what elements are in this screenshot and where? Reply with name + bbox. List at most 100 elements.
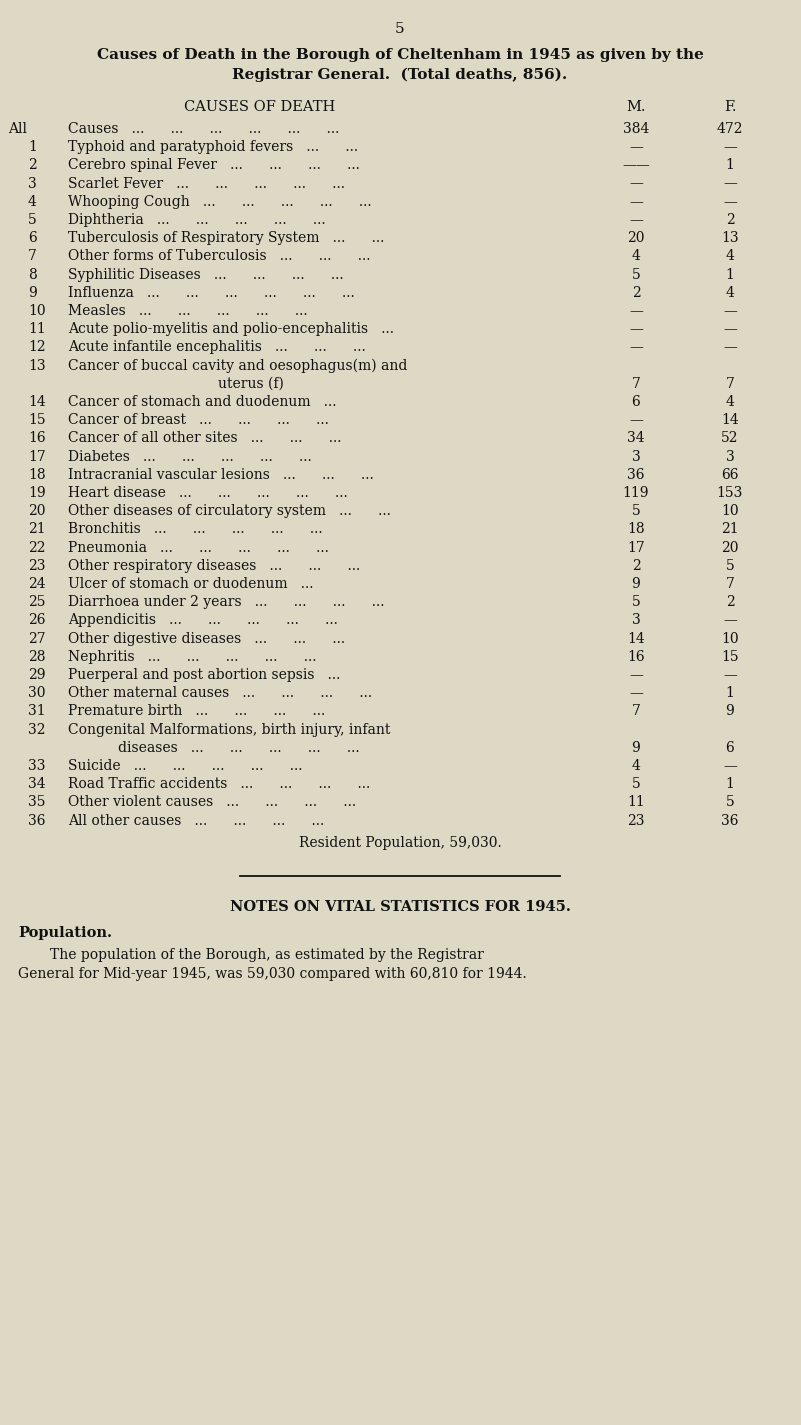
Text: ——: ——: [622, 158, 650, 172]
Text: 153: 153: [717, 486, 743, 500]
Text: M.: M.: [626, 100, 646, 114]
Text: 5: 5: [632, 777, 640, 791]
Text: Other violent causes   ...      ...      ...      ...: Other violent causes ... ... ... ...: [68, 795, 356, 809]
Text: 11: 11: [627, 795, 645, 809]
Text: 384: 384: [623, 123, 649, 135]
Text: 6: 6: [28, 231, 37, 245]
Text: —: —: [723, 668, 737, 683]
Text: Cancer of stomach and duodenum   ...: Cancer of stomach and duodenum ...: [68, 395, 336, 409]
Text: 25: 25: [28, 596, 46, 610]
Text: Syphilitic Diseases   ...      ...      ...      ...: Syphilitic Diseases ... ... ... ...: [68, 268, 344, 282]
Text: —: —: [723, 304, 737, 318]
Text: —: —: [629, 413, 643, 427]
Text: Cancer of breast   ...      ...      ...      ...: Cancer of breast ... ... ... ...: [68, 413, 329, 427]
Text: 2: 2: [28, 158, 37, 172]
Text: 20: 20: [28, 504, 46, 519]
Text: 32: 32: [28, 722, 46, 737]
Text: 16: 16: [627, 650, 645, 664]
Text: 31: 31: [28, 704, 46, 718]
Text: 20: 20: [627, 231, 645, 245]
Text: F.: F.: [724, 100, 736, 114]
Text: 27: 27: [28, 631, 46, 646]
Text: Resident Population, 59,030.: Resident Population, 59,030.: [299, 836, 501, 849]
Text: —: —: [629, 195, 643, 209]
Text: 36: 36: [721, 814, 739, 828]
Text: —: —: [723, 760, 737, 772]
Text: 19: 19: [28, 486, 46, 500]
Text: 9: 9: [632, 741, 640, 755]
Text: 34: 34: [627, 432, 645, 446]
Text: 8: 8: [28, 268, 37, 282]
Text: CAUSES OF DEATH: CAUSES OF DEATH: [184, 100, 336, 114]
Text: Premature birth   ...      ...      ...      ...: Premature birth ... ... ... ...: [68, 704, 325, 718]
Text: 23: 23: [28, 559, 46, 573]
Text: —: —: [629, 140, 643, 154]
Text: Tuberculosis of Respiratory System   ...      ...: Tuberculosis of Respiratory System ... .…: [68, 231, 384, 245]
Text: Other respiratory diseases   ...      ...      ...: Other respiratory diseases ... ... ...: [68, 559, 360, 573]
Text: 12: 12: [28, 341, 46, 355]
Text: All other causes   ...      ...      ...      ...: All other causes ... ... ... ...: [68, 814, 324, 828]
Text: —: —: [629, 668, 643, 683]
Text: Other diseases of circulatory system   ...      ...: Other diseases of circulatory system ...…: [68, 504, 391, 519]
Text: Other digestive diseases   ...      ...      ...: Other digestive diseases ... ... ...: [68, 631, 345, 646]
Text: 1: 1: [726, 777, 735, 791]
Text: Acute infantile encephalitis   ...      ...      ...: Acute infantile encephalitis ... ... ...: [68, 341, 366, 355]
Text: Whooping Cough   ...      ...      ...      ...      ...: Whooping Cough ... ... ... ... ...: [68, 195, 372, 209]
Text: 4: 4: [631, 760, 641, 772]
Text: —: —: [723, 140, 737, 154]
Text: 2: 2: [632, 559, 640, 573]
Text: 24: 24: [28, 577, 46, 591]
Text: NOTES ON VITAL STATISTICS FOR 1945.: NOTES ON VITAL STATISTICS FOR 1945.: [230, 899, 570, 913]
Text: 34: 34: [28, 777, 46, 791]
Text: All: All: [8, 123, 27, 135]
Text: 18: 18: [627, 523, 645, 536]
Text: 11: 11: [28, 322, 46, 336]
Text: 5: 5: [726, 795, 735, 809]
Text: —: —: [723, 613, 737, 627]
Text: 4: 4: [631, 249, 641, 264]
Text: 472: 472: [717, 123, 743, 135]
Text: —: —: [629, 341, 643, 355]
Text: 5: 5: [726, 559, 735, 573]
Text: 23: 23: [627, 814, 645, 828]
Text: Intracranial vascular lesions   ...      ...      ...: Intracranial vascular lesions ... ... ..…: [68, 467, 374, 482]
Text: Influenza   ...      ...      ...      ...      ...      ...: Influenza ... ... ... ... ... ...: [68, 286, 355, 299]
Text: Cancer of buccal cavity and oesophagus(m) and: Cancer of buccal cavity and oesophagus(m…: [68, 359, 408, 373]
Text: —: —: [629, 177, 643, 191]
Text: Population.: Population.: [18, 926, 112, 940]
Text: 7: 7: [28, 249, 37, 264]
Text: 7: 7: [631, 704, 641, 718]
Text: 1: 1: [726, 268, 735, 282]
Text: 13: 13: [721, 231, 739, 245]
Text: Cerebro spinal Fever   ...      ...      ...      ...: Cerebro spinal Fever ... ... ... ...: [68, 158, 360, 172]
Text: 36: 36: [28, 814, 46, 828]
Text: 2: 2: [726, 212, 735, 227]
Text: Typhoid and paratyphoid fevers   ...      ...: Typhoid and paratyphoid fevers ... ...: [68, 140, 358, 154]
Text: —: —: [629, 212, 643, 227]
Text: 119: 119: [622, 486, 650, 500]
Text: Acute polio-myelitis and polio-encephalitis   ...: Acute polio-myelitis and polio-encephali…: [68, 322, 394, 336]
Text: 1: 1: [726, 687, 735, 700]
Text: Ulcer of stomach or duodenum   ...: Ulcer of stomach or duodenum ...: [68, 577, 313, 591]
Text: —: —: [629, 304, 643, 318]
Text: Pneumonia   ...      ...      ...      ...      ...: Pneumonia ... ... ... ... ...: [68, 540, 329, 554]
Text: 4: 4: [28, 195, 37, 209]
Text: 9: 9: [726, 704, 735, 718]
Text: Diabetes   ...      ...      ...      ...      ...: Diabetes ... ... ... ... ...: [68, 450, 312, 463]
Text: 5: 5: [28, 212, 37, 227]
Text: Registrar General.  (Total deaths, 856).: Registrar General. (Total deaths, 856).: [232, 68, 568, 83]
Text: Suicide   ...      ...      ...      ...      ...: Suicide ... ... ... ... ...: [68, 760, 303, 772]
Text: 3: 3: [28, 177, 37, 191]
Text: Other maternal causes   ...      ...      ...      ...: Other maternal causes ... ... ... ...: [68, 687, 372, 700]
Text: Road Traffic accidents   ...      ...      ...      ...: Road Traffic accidents ... ... ... ...: [68, 777, 370, 791]
Text: —: —: [723, 322, 737, 336]
Text: 18: 18: [28, 467, 46, 482]
Text: 14: 14: [28, 395, 46, 409]
Text: 6: 6: [726, 741, 735, 755]
Text: 35: 35: [28, 795, 46, 809]
Text: 26: 26: [28, 613, 46, 627]
Text: uterus (f): uterus (f): [218, 376, 284, 390]
Text: General for Mid-year 1945, was 59,030 compared with 60,810 for 1944.: General for Mid-year 1945, was 59,030 co…: [18, 966, 527, 980]
Text: —: —: [723, 177, 737, 191]
Text: 13: 13: [28, 359, 46, 372]
